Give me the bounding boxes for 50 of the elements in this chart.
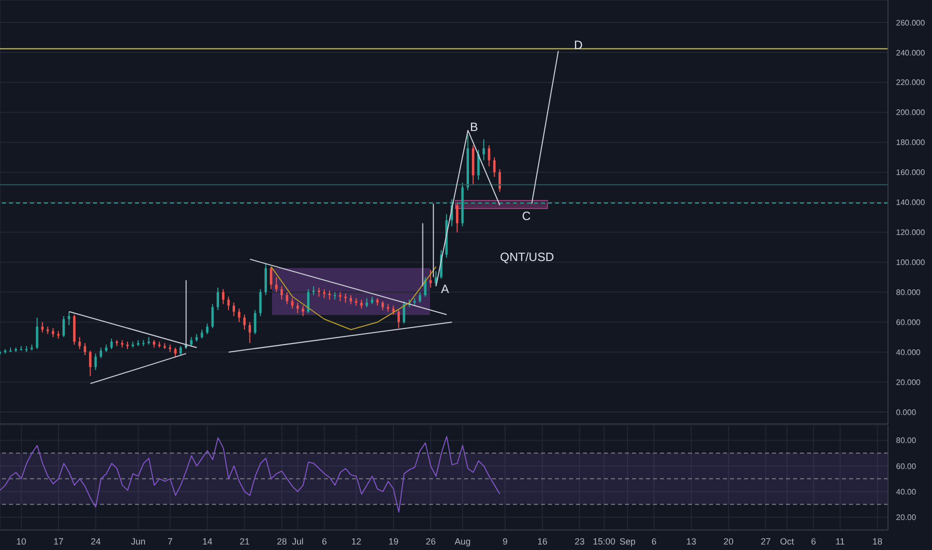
y-tick-label: 160.000 [896, 168, 926, 178]
x-tick-label: 16 [537, 536, 548, 546]
y-tick-label: 220.000 [896, 78, 926, 88]
y-tick-label: 40.000 [896, 348, 922, 357]
x-tick-label: 6 [811, 536, 816, 546]
y-tick-label: 180.000 [896, 138, 926, 148]
x-tick-label: Jul [292, 536, 304, 546]
annotation: A [441, 282, 450, 296]
x-tick-label: 6 [652, 536, 657, 546]
x-tick-label: 19 [388, 536, 398, 546]
x-tick-label: 14 [202, 536, 212, 546]
x-tick-label: 12 [351, 536, 362, 546]
x-tick-label: 15:00 [592, 536, 616, 546]
x-tick-label: 11 [835, 536, 845, 546]
x-tick-label: 9 [502, 536, 508, 546]
x-tick-label: 13 [686, 536, 696, 546]
x-tick-label: 7 [168, 536, 173, 546]
y-tick-label: 20.000 [896, 378, 922, 387]
y-tick-label: 40.00 [896, 487, 917, 496]
y-tick-label: 20.00 [896, 513, 917, 522]
y-tick-label: 0.000 [896, 408, 917, 417]
y-tick-label: 200.000 [896, 108, 926, 118]
x-tick-label: 20 [723, 536, 734, 546]
y-tick-label: 240.000 [896, 48, 926, 58]
x-tick-label: 21 [240, 536, 250, 546]
y-tick-label: 100.000 [896, 258, 926, 268]
text: QNT/USD [500, 250, 554, 264]
x-tick-label: Aug [454, 536, 471, 546]
x-tick-label: 18 [872, 536, 882, 546]
x-tick-label: Sep [619, 536, 636, 546]
x-tick-label: Oct [780, 536, 794, 546]
y-tick-label: 60.00 [896, 462, 917, 471]
annotation: B [470, 120, 478, 134]
x-tick-label: 17 [53, 536, 64, 546]
y-tick-label: 80.00 [896, 436, 917, 446]
x-tick-label: 24 [90, 536, 101, 546]
x-tick-label: 10 [16, 536, 26, 546]
y-tick-label: 80.000 [896, 288, 922, 297]
x-tick-label: 28 [276, 536, 287, 546]
y-tick-label: 120.000 [896, 228, 926, 238]
y-tick-label: 60.000 [896, 318, 922, 327]
x-tick-label: 27 [760, 536, 771, 546]
x-tick-label: Jun [130, 536, 146, 546]
x-tick-label: 26 [426, 536, 436, 546]
annotation: C [522, 209, 531, 223]
x-tick-label: 6 [322, 536, 327, 546]
y-tick-label: 140.000 [896, 198, 926, 208]
x-tick-label: 23 [574, 536, 585, 546]
annotation: D [574, 38, 583, 52]
y-tick-label: 260.000 [896, 18, 926, 28]
